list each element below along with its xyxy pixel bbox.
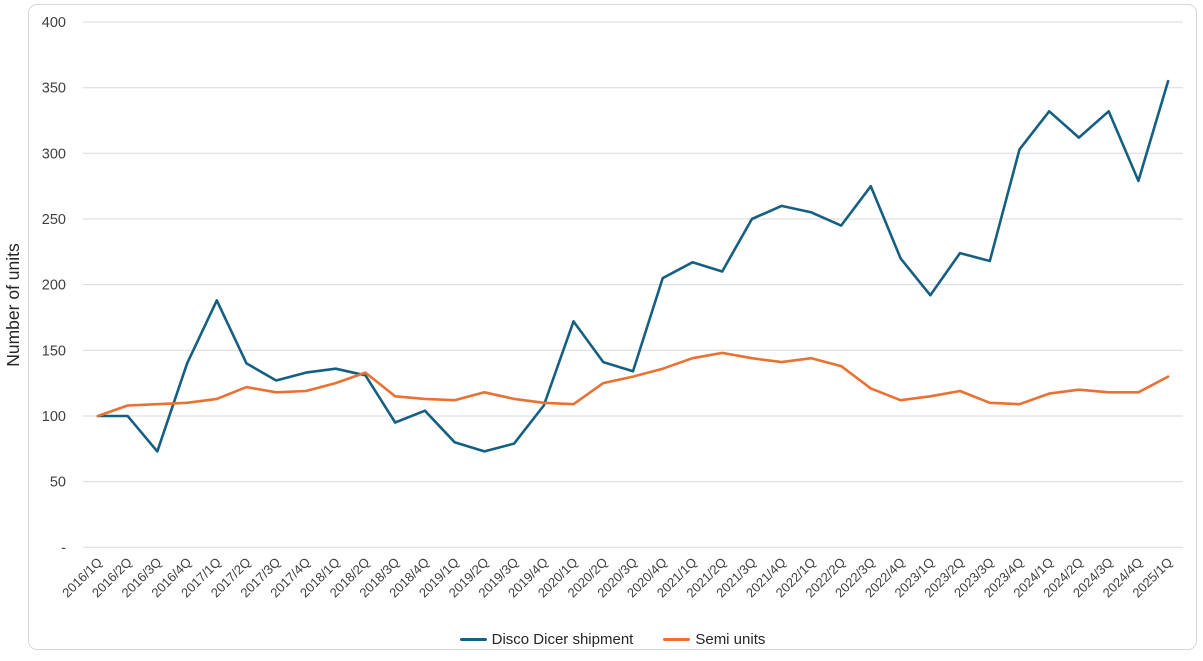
legend-item-disco-dicer-shipment: Disco Dicer shipment (459, 630, 634, 648)
y-tick-label: 50 (50, 475, 66, 491)
y-tick-label: 400 (42, 15, 66, 31)
legend-item-semi-units: Semi units (663, 632, 765, 647)
plot-area: -501001502002503003504002016/1Q2016/2Q20… (42, 15, 1183, 600)
y-tick-label: - (61, 540, 66, 556)
y-tick-label: 300 (42, 146, 66, 162)
y-tick-label: 100 (42, 409, 66, 425)
y-tick-label: 150 (42, 343, 66, 359)
y-tick-label: 250 (42, 212, 66, 228)
y-tick-label: 350 (42, 81, 66, 97)
legend-label-semi: Semi units (695, 630, 766, 648)
legend-line-swatch-semi (663, 637, 691, 641)
y-tick-label: 200 (42, 278, 66, 294)
legend-line-swatch-disco (459, 637, 487, 641)
chart-frame (28, 4, 1197, 650)
y-axis-title: Number of units (3, 243, 23, 367)
series-line-semi-units (96, 351, 1170, 418)
legend: Disco Dicer shipment Semi units (28, 627, 1197, 651)
legend-label-disco: Disco Dicer shipment (491, 630, 634, 648)
series-line-disco-dicer-shipment (96, 79, 1170, 453)
